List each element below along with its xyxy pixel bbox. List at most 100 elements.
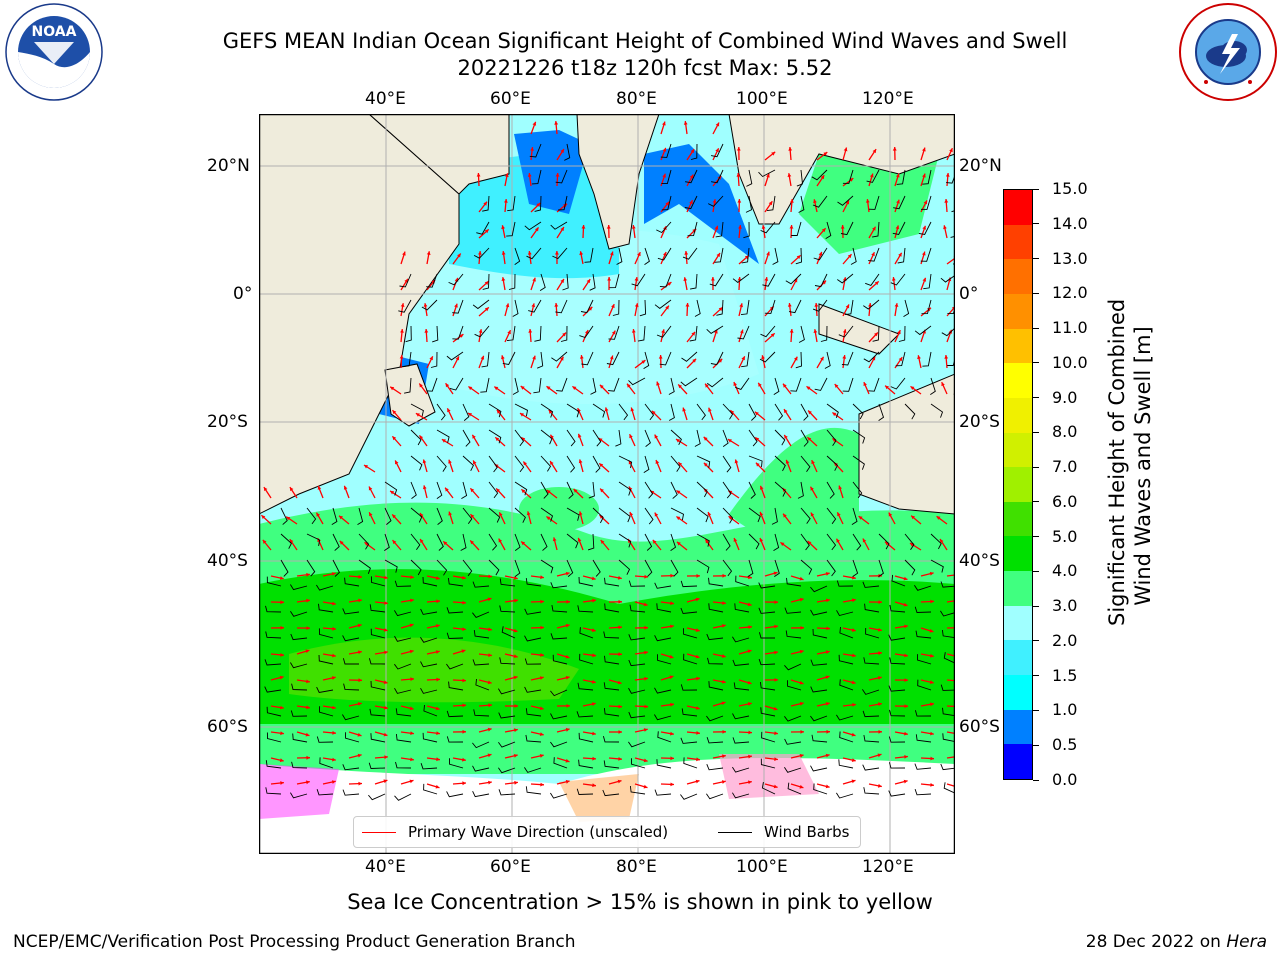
- wave-arrow-head: [392, 410, 397, 415]
- wind-barb: [889, 657, 906, 665]
- colorbar-segment: [1004, 605, 1032, 641]
- wave-arrow-head: [578, 459, 583, 464]
- wind-barb: [836, 580, 854, 587]
- legend-wave-line: [362, 831, 396, 833]
- colorbar-level-label: 1.5: [1052, 665, 1078, 685]
- wave-arrow-head: [484, 281, 489, 285]
- wind-barb: [342, 658, 359, 665]
- wind-barb: [618, 507, 631, 523]
- wind-barb: [758, 632, 775, 639]
- wave-arrow-head: [820, 175, 825, 180]
- wave-arrow-head: [644, 650, 648, 655]
- lat-tick-right-20n: 20°N: [959, 156, 1002, 176]
- wave-arrow-head: [774, 600, 778, 604]
- wind-barb: [332, 559, 340, 577]
- wind-barb: [810, 585, 828, 593]
- wave-arrow-head: [514, 780, 518, 785]
- wave-arrow-head: [741, 356, 745, 361]
- wave-arrow-head: [872, 149, 877, 154]
- wind-barb: [533, 377, 542, 394]
- wave-arrow-head: [670, 702, 674, 707]
- wave-arrow-head: [573, 489, 578, 493]
- wave-arrow-head: [773, 571, 778, 576]
- wave-arrow-head: [339, 540, 344, 545]
- wind-barb: [498, 789, 516, 796]
- wind-barb: [525, 578, 542, 587]
- wind-barb: [306, 559, 316, 577]
- wave-arrow-head: [904, 653, 908, 658]
- wind-barb: [764, 299, 776, 314]
- wave-arrow-head: [462, 600, 466, 605]
- wind-barb: [654, 582, 672, 589]
- wind-barb: [473, 709, 490, 717]
- wave-arrow-head: [357, 732, 362, 737]
- wave-arrow-head: [565, 654, 570, 659]
- wind-barb: [890, 273, 906, 286]
- wave-arrow-head: [306, 780, 310, 785]
- lon-tick-top-120e: 120°E: [862, 89, 914, 109]
- wind-barb: [670, 559, 679, 577]
- wave-arrow-head: [654, 434, 659, 439]
- wind-barb: [344, 577, 360, 587]
- wave-arrow-head: [634, 303, 639, 307]
- wind-barb: [474, 325, 490, 338]
- wave-arrow-head: [929, 571, 934, 576]
- wind-barb: [512, 377, 519, 395]
- wind-barb: [722, 507, 734, 524]
- wave-arrow-head: [488, 627, 492, 632]
- wave-arrow-head: [280, 653, 284, 657]
- java-land: [818, 303, 900, 355]
- wave-arrow-head: [629, 434, 633, 439]
- wave-arrow-head: [462, 575, 466, 580]
- wave-arrow-head: [461, 649, 466, 654]
- wave-arrow-head: [262, 539, 267, 544]
- wind-barb: [612, 299, 620, 316]
- wave-arrow-head: [462, 627, 466, 631]
- wave-arrow-head: [599, 463, 604, 468]
- lat-tick-left-60s: 60°S: [207, 717, 248, 737]
- wind-barb: [579, 653, 594, 665]
- wave-arrow-head: [917, 355, 921, 360]
- wave-arrow-head: [755, 437, 760, 442]
- wave-arrow-head: [695, 654, 700, 659]
- wind-barb: [608, 325, 620, 340]
- wave-arrow-head: [878, 730, 882, 734]
- wave-arrow-head: [540, 625, 544, 630]
- wind-barb: [826, 481, 835, 499]
- wave-direction-arrows: [260, 121, 955, 789]
- wind-barb: [540, 481, 549, 499]
- colorbar-segment: [1004, 190, 1032, 226]
- wind-barb: [690, 273, 698, 290]
- wind-barb: [290, 584, 308, 591]
- wind-barb: [784, 607, 802, 614]
- wave-arrow-head: [600, 540, 605, 544]
- wind-barb: [683, 628, 698, 639]
- wind-barb: [774, 481, 787, 497]
- wind-barb: [784, 738, 802, 745]
- wave-arrow-head: [766, 173, 770, 178]
- wind-barb: [514, 247, 521, 265]
- wind-barb: [904, 559, 916, 576]
- wind-barb: [942, 707, 955, 717]
- wind-barb: [628, 659, 646, 667]
- wind-barb: [550, 633, 568, 640]
- wind-barb: [774, 403, 784, 421]
- chart-subtitle-run: 20221226 t18z 120h fcst Max: 5.52: [457, 56, 833, 80]
- wave-arrow: [946, 257, 955, 265]
- wind-barb: [826, 429, 837, 446]
- wave-arrow-head: [332, 601, 336, 606]
- wind-barb: [410, 533, 421, 551]
- wave-arrow-head: [851, 628, 856, 632]
- wave-arrow-head: [422, 459, 427, 464]
- wave-arrow-head: [591, 628, 596, 632]
- wind-barb: [878, 533, 890, 550]
- wind-barb: [706, 793, 724, 800]
- wind-barb: [681, 351, 698, 362]
- wind-barb: [888, 762, 906, 769]
- wind-barb: [852, 533, 862, 551]
- wave-arrow-head: [722, 601, 726, 605]
- wind-barb: [528, 299, 542, 313]
- wind-barb: [735, 575, 750, 587]
- wave-arrow-head: [495, 437, 500, 442]
- wind-barb: [711, 169, 724, 184]
